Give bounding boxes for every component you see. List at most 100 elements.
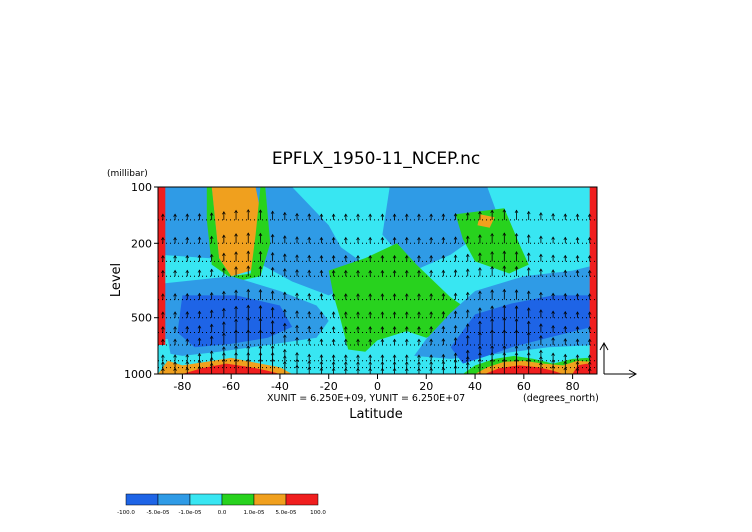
flux-arrowhead (331, 338, 336, 342)
flux-arrowhead (587, 367, 592, 371)
flux-arrowhead (343, 236, 348, 241)
flux-arrowhead (270, 233, 275, 238)
flux-arrowhead (526, 210, 531, 215)
flux-arrowhead (185, 269, 190, 274)
flux-arrowhead (307, 213, 312, 217)
flux-arrowhead (270, 358, 275, 362)
flux-arrowhead (209, 235, 214, 240)
x-axis-title: Latitude (349, 407, 403, 422)
flux-arrowhead (185, 325, 190, 330)
flux-arrowhead (417, 338, 421, 342)
flux-arrowhead (343, 269, 348, 274)
flux-arrowhead (222, 179, 225, 182)
flux-arrowhead (392, 361, 397, 365)
flux-arrowhead (319, 213, 324, 217)
flux-arrowhead (331, 311, 336, 315)
flux-arrowhead (502, 358, 507, 362)
flux-arrowhead (234, 289, 238, 293)
flux-arrowhead (404, 213, 409, 217)
flux-arrowhead (173, 293, 177, 297)
colorbar-swatch (285, 493, 319, 506)
flux-arrowhead (454, 181, 457, 184)
flux-arrowhead (404, 293, 409, 297)
flux-arrowhead (563, 269, 568, 274)
flux-arrowhead (246, 304, 251, 309)
flux-arrowhead (307, 360, 312, 364)
flux-arrowhead (404, 367, 409, 371)
flux-arrowhead (270, 306, 275, 311)
flux-arrowhead (514, 351, 519, 356)
region-sh-green (206, 187, 271, 282)
flux-arrowhead (478, 210, 482, 215)
flux-arrowhead (392, 311, 397, 315)
flux-arrowhead (331, 269, 336, 274)
flux-arrowhead (380, 367, 385, 371)
flux-arrowhead (526, 345, 531, 349)
flux-arrowhead (526, 358, 531, 362)
x-tick-label: 0 (374, 380, 381, 393)
flux-arrowhead (270, 290, 275, 294)
flux-arrowhead (295, 352, 299, 356)
flux-arrowhead (514, 345, 519, 349)
flux-arrowhead (551, 324, 555, 329)
flux-arrowhead (258, 329, 263, 333)
flux-arrowhead (173, 361, 177, 365)
flux-arrowhead (441, 269, 446, 274)
flux-arrowhead (551, 359, 555, 363)
flux-arrowhead (502, 232, 507, 236)
flux-arrowhead (185, 338, 190, 342)
flux-arrowhead (161, 236, 165, 241)
flux-arrowhead (246, 288, 251, 293)
flux-arrowhead (173, 255, 177, 259)
flux-arrowhead (356, 326, 360, 330)
flux-arrowhead (429, 338, 433, 342)
flux-arrowhead (465, 309, 470, 313)
flux-arrowhead (490, 305, 494, 309)
x-tick-label: -80 (173, 380, 191, 393)
flux-arrowhead (465, 268, 470, 272)
flux-arrowhead (319, 326, 324, 330)
flux-arrowhead (343, 311, 348, 315)
flux-arrowhead (270, 210, 275, 214)
flux-arrowhead (465, 349, 470, 353)
flux-arrowhead (270, 266, 275, 271)
region-left-edge-red (158, 187, 166, 345)
flux-arrowhead (173, 338, 177, 342)
flux-arrowhead (209, 291, 214, 296)
flux-arrowhead (356, 361, 360, 365)
flux-arrowhead (490, 209, 494, 213)
reference-vector (599, 341, 638, 379)
flux-arrowhead (491, 177, 494, 180)
region-sh-orange (211, 187, 266, 277)
x-tick-label: -60 (222, 380, 240, 393)
flux-arrowhead (514, 305, 519, 309)
flux-arrowhead (551, 352, 555, 356)
flux-arrowhead (380, 293, 385, 297)
flux-arrowhead (161, 326, 165, 330)
flux-arrowhead (197, 213, 202, 217)
flux-arrowhead (161, 311, 165, 315)
flux-arrowhead (514, 209, 519, 213)
flux-arrowhead (197, 310, 202, 314)
flux-arrowhead (283, 348, 287, 353)
flux-arrowhead (356, 255, 360, 259)
flux-arrowhead (209, 356, 214, 361)
flux-arrowhead (539, 291, 543, 296)
flux-arrowhead (417, 311, 421, 315)
x-tick-label: -40 (271, 380, 289, 393)
flux-arrowhead (234, 233, 238, 237)
flux-arrowhead (210, 180, 213, 183)
colorbar-label: 0.0 (218, 510, 227, 516)
flux-arrowhead (295, 236, 299, 240)
flux-arrowhead (563, 353, 568, 358)
flux-arrowhead (514, 358, 519, 362)
flux-arrowhead (551, 254, 555, 258)
flux-arrowhead (392, 326, 397, 330)
flux-arrowhead (429, 326, 433, 330)
flux-arrowhead (258, 250, 263, 255)
flux-arrowhead (307, 254, 312, 259)
flux-arrowhead (490, 358, 494, 362)
flux-arrowhead (417, 269, 421, 274)
flux-arrowhead (587, 326, 592, 330)
flux-arrowhead (465, 212, 470, 216)
